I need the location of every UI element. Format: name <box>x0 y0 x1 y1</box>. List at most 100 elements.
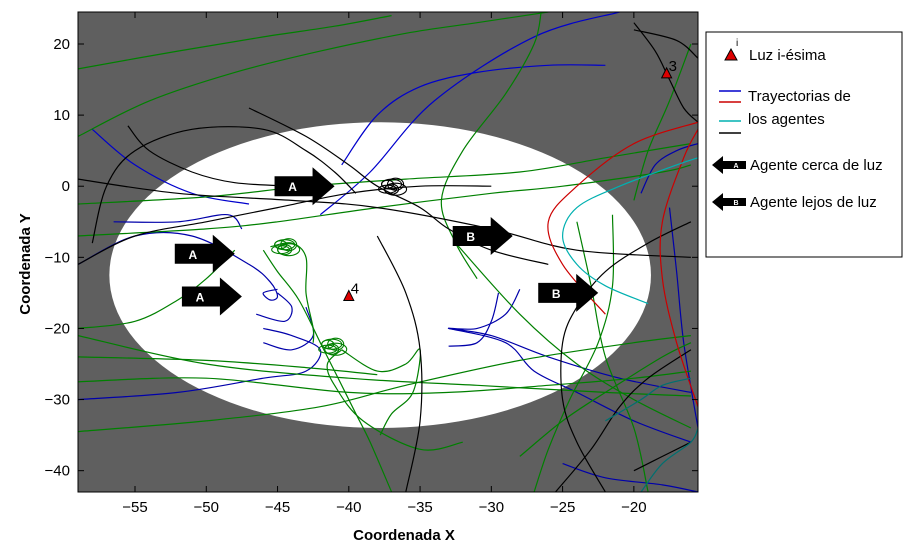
trajectory-cluster <box>327 337 345 351</box>
trajectory-line <box>78 231 279 301</box>
trajectory-line <box>341 64 606 166</box>
trajectory-line <box>78 185 492 265</box>
legend-far-label: Agente lejos de luz <box>750 194 877 211</box>
light-marker <box>342 289 355 301</box>
x-tick-label: −45 <box>265 499 290 516</box>
agent-arrow-icon <box>181 277 242 316</box>
x-tick-label: −35 <box>407 499 432 516</box>
x-tick-label: −30 <box>479 499 504 516</box>
trajectory-line <box>605 377 692 422</box>
y-tick-label: −40 <box>45 463 70 480</box>
trajectory-line <box>263 306 315 351</box>
agent-arrow-letter: A <box>196 290 205 304</box>
y-tick-label: −30 <box>45 392 70 409</box>
agent-arrow-icon <box>538 273 599 312</box>
trajectory-line <box>262 249 393 492</box>
trajectory-line <box>78 370 691 395</box>
light-label: 4 <box>351 280 359 297</box>
trajectory-cluster <box>324 342 348 356</box>
trajectory-line <box>248 107 549 265</box>
agent-arrows: A A A B B <box>174 167 599 316</box>
trajectory-line <box>448 292 500 347</box>
trajectory-line <box>533 214 615 492</box>
y-tick-label: 10 <box>53 107 70 124</box>
trajectory-line <box>78 164 692 237</box>
trajectory-line <box>668 207 698 429</box>
y-axis-ticks: 20 10 0 −10 −20 −30 −40 <box>45 36 698 480</box>
legend-light-superscript: i <box>736 38 738 49</box>
legend-light-label: Luz i-ésima <box>749 47 826 64</box>
legend-far-arrow-icon <box>712 193 746 211</box>
legend-near-letter: A <box>733 163 738 170</box>
trajectory-line <box>319 12 620 216</box>
trajectory-line <box>113 214 243 230</box>
x-tick-label: −50 <box>194 499 219 516</box>
trajectory-line <box>633 29 698 59</box>
agent-arrow-letter: B <box>466 230 475 244</box>
agent-arrow-icon <box>274 167 335 206</box>
trajectory-line <box>78 12 549 137</box>
x-tick-label: −20 <box>621 499 646 516</box>
y-tick-label: 0 <box>62 178 70 195</box>
trajectory-line <box>576 221 649 492</box>
agent-arrow-icon <box>174 234 235 273</box>
light-region <box>109 122 651 428</box>
agent-arrow-letter: B <box>552 287 561 301</box>
x-axis-ticks: −55 −50 −45 −40 −35 −30 −25 −20 <box>122 12 647 516</box>
trajectory-line <box>561 157 698 305</box>
agent-arrow-letter: A <box>188 248 197 262</box>
trajectory-line <box>519 342 692 457</box>
trajectory-line <box>91 126 357 244</box>
legend: i Luz i-ésima Trayectorias de los agente… <box>705 31 903 258</box>
trajectory-line <box>78 15 392 70</box>
trajectory-line <box>127 125 292 187</box>
lights: 43 <box>342 58 677 301</box>
plot-frame <box>77 11 699 493</box>
legend-trajectories-line1: Trayectorias de <box>748 88 851 105</box>
legend-near-label: Agente cerca de luz <box>750 157 883 174</box>
trajectory-line <box>547 121 698 315</box>
y-tick-label: 20 <box>53 36 70 53</box>
trajectory-line <box>455 242 692 429</box>
x-tick-label: −40 <box>336 499 361 516</box>
legend-trajectories-line2: los agentes <box>748 111 825 128</box>
y-tick-label: −20 <box>45 320 70 337</box>
trajectory-line <box>448 327 692 443</box>
trajectory-cluster <box>280 238 298 252</box>
trajectory-line <box>376 235 423 492</box>
trajectory-cluster <box>384 182 408 196</box>
trajectory-line <box>555 349 692 492</box>
agent-arrow-letter: A <box>288 180 297 194</box>
trajectory-line <box>270 242 315 343</box>
trajectory-line <box>560 221 692 492</box>
trajectory-line <box>256 292 293 322</box>
y-axis-title: Coordenada Y <box>17 213 34 314</box>
legend-box <box>705 31 903 258</box>
trajectory-line <box>78 327 322 401</box>
agent-arrow-icon <box>452 217 513 255</box>
light-marker <box>660 66 673 79</box>
trajectory-line <box>78 178 691 258</box>
trajectory-line <box>633 22 698 123</box>
trajectory-line <box>640 427 698 492</box>
x-tick-label: −55 <box>122 499 147 516</box>
trajectory-line <box>659 129 698 407</box>
trajectory-line <box>78 335 691 433</box>
trajectories <box>78 12 698 492</box>
trajectory-line <box>562 463 698 492</box>
trajectory-cluster <box>277 243 301 257</box>
legend-light-marker-icon <box>724 47 738 61</box>
trajectory-line <box>78 356 378 376</box>
trajectory-cluster <box>387 177 405 191</box>
x-tick-label: −25 <box>550 499 575 516</box>
legend-far-letter: B <box>733 200 738 207</box>
trajectory-line <box>447 289 692 393</box>
trajectory-line <box>633 441 692 472</box>
x-axis-title: Coordenada X <box>353 527 455 544</box>
trajectory-line <box>91 128 250 205</box>
trajectory-line <box>326 349 463 451</box>
light-label: 3 <box>669 58 677 75</box>
y-tick-label: −10 <box>45 249 70 266</box>
